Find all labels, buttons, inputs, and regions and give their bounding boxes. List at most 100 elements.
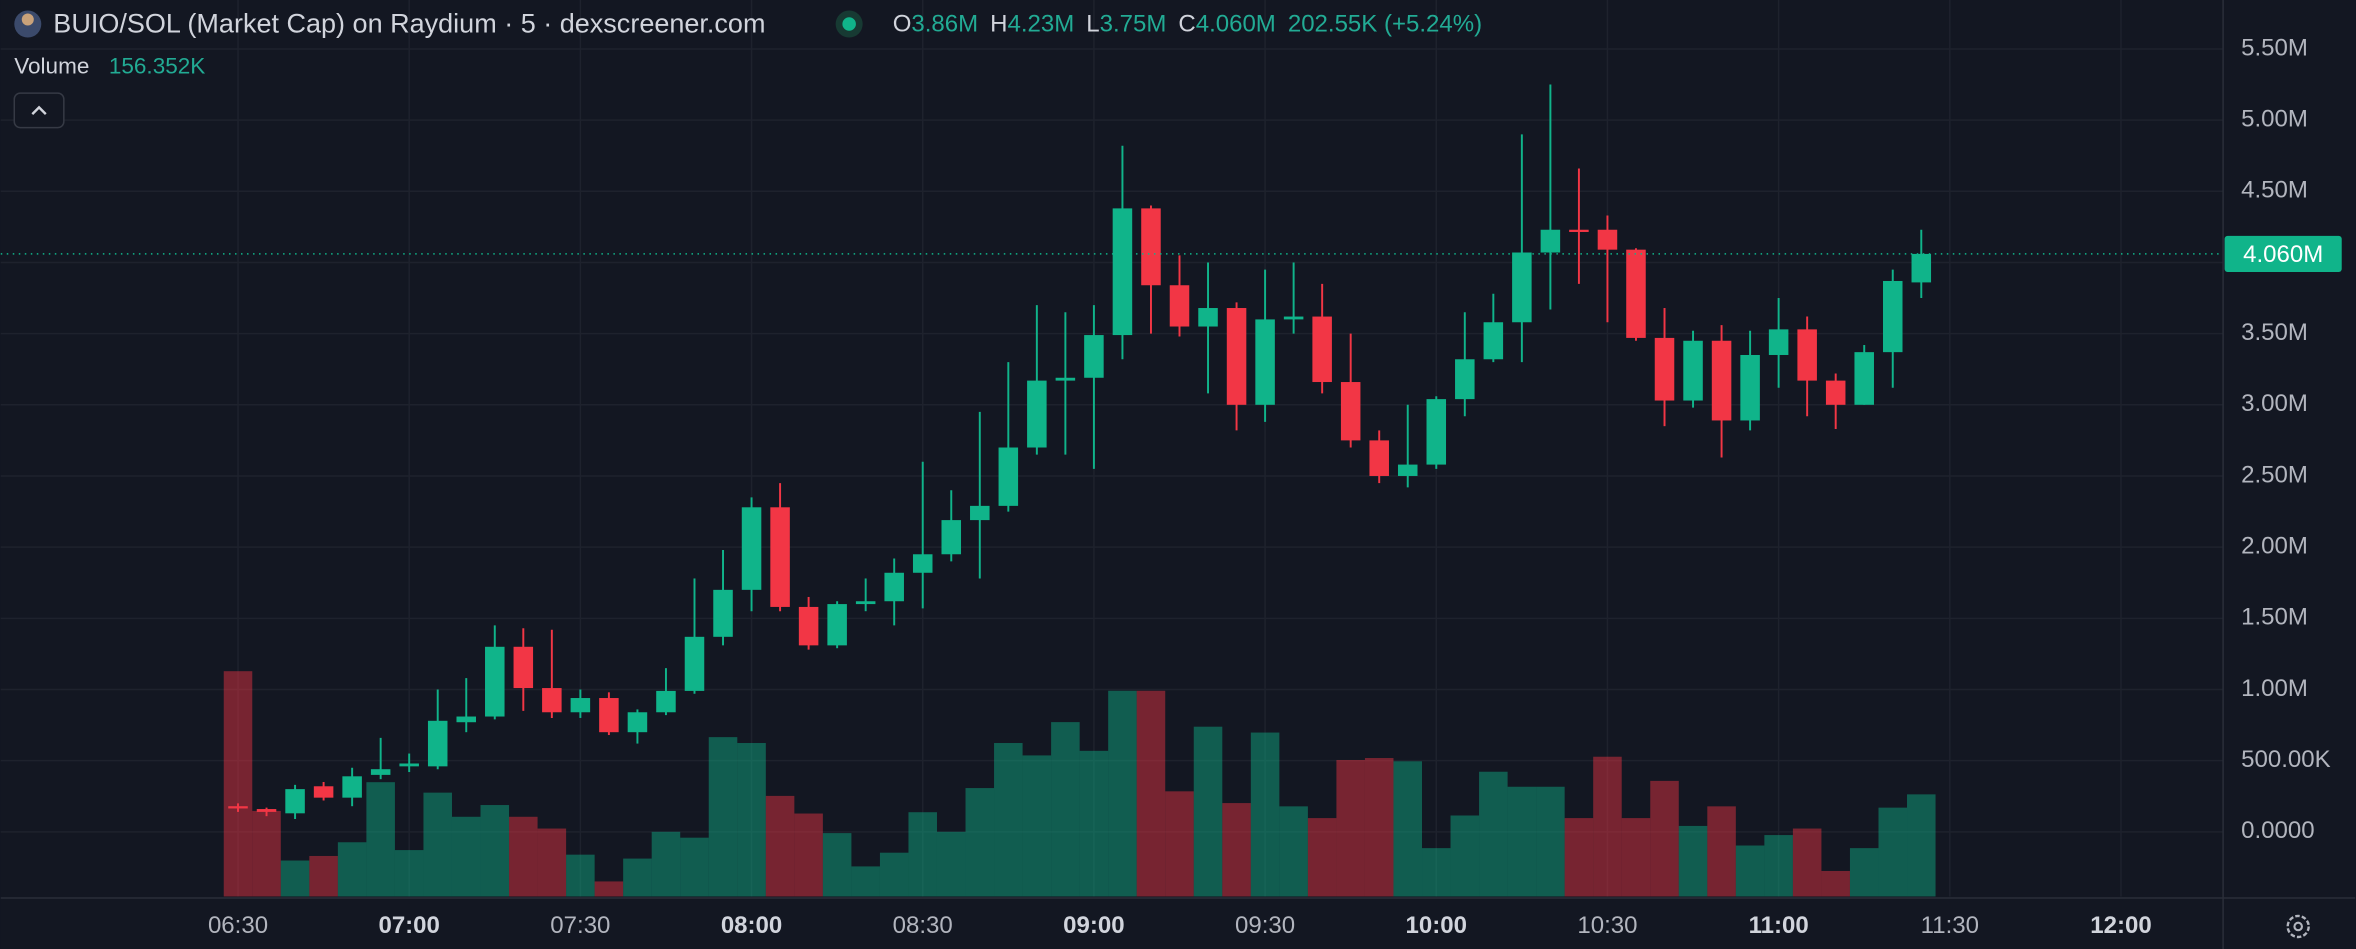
axes: 0.0000 500.00K 1.00M 1.50M 2.00M 2.50M 3.00M 3.… — [0, 34, 2342, 939]
candle-body — [513, 646, 534, 689]
x-tick-label: 10:00 — [1406, 912, 1467, 939]
candle-body — [1369, 440, 1389, 476]
volume-bar — [1479, 771, 1508, 897]
candle-body — [1768, 329, 1789, 355]
last-price-box — [2224, 235, 2342, 272]
volume-bar — [623, 858, 652, 897]
volume-bar — [1907, 794, 1936, 897]
settings-button[interactable] — [2286, 914, 2310, 939]
volume-bar — [1621, 818, 1651, 897]
volume-bar — [994, 743, 1023, 897]
y-tick-label: 3.00M — [2241, 390, 2308, 417]
volume-bar — [708, 737, 738, 897]
volume-bar — [1593, 756, 1622, 897]
collapse-button[interactable] — [13, 92, 65, 129]
volume-value: 156.352K — [109, 54, 205, 79]
candle-body — [542, 688, 562, 713]
candle-body — [1483, 322, 1504, 360]
volume-bar — [1307, 818, 1337, 897]
candle-body — [427, 720, 448, 767]
collapse-chevron — [31, 105, 47, 115]
volume-bar — [1564, 818, 1594, 897]
candle-body — [570, 698, 591, 713]
volume-bar — [908, 812, 937, 897]
volume-bar — [822, 833, 852, 897]
volume-bar — [936, 831, 966, 897]
volume-bar — [1222, 803, 1251, 897]
volume-bar — [1336, 759, 1365, 897]
x-tick-label: 08:30 — [893, 912, 953, 939]
candle-body — [485, 646, 505, 717]
candle-body — [1084, 335, 1104, 378]
legend-key: L — [1086, 11, 1099, 38]
y-tick-label: 2.00M — [2241, 532, 2308, 559]
last-price-label: 4.060M — [2243, 241, 2323, 268]
grid — [0, 0, 2224, 897]
ohlc-legend: O3.86M H4.23M L3.75M C4.060M 202.55K (+5.24%… — [893, 11, 1482, 38]
x-tick-label: 07:30 — [550, 912, 610, 939]
volume-bar — [309, 855, 338, 897]
x-tick-label: 12:00 — [2090, 912, 2151, 939]
candle-body — [1141, 208, 1161, 286]
candle-body — [1397, 464, 1418, 476]
candle-body — [1854, 352, 1874, 405]
legend-value: 3.75M — [1100, 11, 1167, 38]
legend-value: 4.060M — [1196, 11, 1276, 38]
volume-bar — [1650, 780, 1679, 897]
volume-bar — [594, 881, 624, 897]
candle-body — [627, 712, 648, 733]
candle-body — [1255, 319, 1275, 405]
candle-body — [370, 769, 391, 775]
candle-body — [941, 520, 962, 555]
legend-value: 4.23M — [1007, 11, 1074, 38]
candle-body — [1597, 229, 1618, 250]
candle-body — [656, 690, 676, 713]
legend-key: O — [893, 11, 912, 38]
volume-bars — [223, 671, 1936, 897]
y-tick-label: 1.00M — [2241, 675, 2308, 702]
legend-change: 202.55K (+5.24%) — [1288, 11, 1482, 38]
volume-bar — [1108, 690, 1137, 897]
volume-bar — [1450, 815, 1480, 897]
y-tick-label: 2.50M — [2241, 461, 2308, 488]
y-tick-label: 3.50M — [2241, 319, 2308, 346]
volume-bar — [1735, 845, 1765, 897]
token-icon-face — [21, 13, 34, 26]
volume-bar — [280, 860, 310, 897]
volume-bar — [1393, 761, 1423, 897]
candles — [228, 84, 1932, 820]
volume-bar — [451, 816, 481, 897]
candle-body — [285, 789, 305, 814]
header: BUIO/SOL (Market Cap) on Raydium · 5 · d… — [13, 9, 2310, 939]
candle-body — [1426, 399, 1447, 465]
x-tick-label: 09:30 — [1235, 912, 1295, 939]
y-tick-label: 5.50M — [2241, 34, 2308, 61]
status-dot — [842, 17, 856, 31]
volume-bar — [1849, 848, 1879, 897]
volume-bar — [965, 788, 995, 897]
volume-bar — [1792, 828, 1822, 897]
candle-body — [884, 572, 904, 602]
candle-body — [684, 636, 705, 691]
volume-bar — [737, 743, 766, 897]
volume-bar — [394, 850, 424, 897]
candle-body — [1226, 308, 1247, 405]
volume-bar — [1678, 825, 1708, 897]
candle-body — [1626, 249, 1646, 338]
volume-bar — [337, 842, 367, 897]
y-tick-label: 0.0000 — [2241, 817, 2314, 844]
volume-bar — [1707, 806, 1736, 897]
legend-key: C — [1178, 11, 1195, 38]
candle-body — [741, 507, 762, 590]
candle-body — [1740, 354, 1760, 421]
volume-bar — [765, 795, 795, 897]
candle-body — [1112, 208, 1133, 336]
volume-bar — [1165, 791, 1194, 897]
volume-bar — [879, 852, 909, 897]
candle-body — [1569, 229, 1589, 232]
x-tick-label: 11:30 — [1921, 912, 1979, 939]
candle-body — [256, 809, 277, 812]
settings-gear — [2286, 914, 2310, 939]
